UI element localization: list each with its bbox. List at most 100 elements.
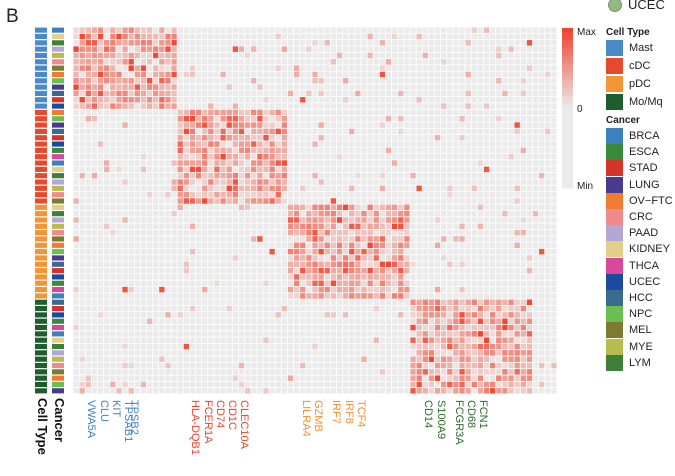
heatmap-cell xyxy=(300,103,306,109)
heatmap-cell xyxy=(287,78,294,84)
heatmap-cell xyxy=(238,115,245,122)
heatmap-cell xyxy=(238,369,245,375)
heatmap-cell xyxy=(140,331,147,337)
heatmap-cell xyxy=(159,134,165,141)
heatmap-cell xyxy=(202,141,208,147)
heatmap-cell xyxy=(79,267,85,274)
heatmap-cell xyxy=(336,172,343,179)
heatmap-cell xyxy=(539,388,545,394)
heatmap-cell xyxy=(404,122,410,128)
heatmap-cell xyxy=(349,223,355,230)
heatmap-cell xyxy=(159,293,165,299)
heatmap-cell xyxy=(532,109,539,116)
heatmap-cell xyxy=(422,27,428,33)
heatmap-cell xyxy=(275,217,281,223)
heatmap-cell xyxy=(336,40,343,46)
heatmap-cell xyxy=(159,248,165,255)
scale-step xyxy=(562,104,573,109)
heatmap-cell xyxy=(526,90,533,97)
heatmap-cell xyxy=(404,381,410,388)
heatmap-cell xyxy=(410,103,416,109)
heatmap-cell xyxy=(483,343,490,350)
heatmap-cell xyxy=(208,356,214,362)
heatmap-cell xyxy=(287,293,294,299)
heatmap-cell xyxy=(110,103,116,109)
heatmap-cell xyxy=(183,248,190,255)
heatmap-cell xyxy=(447,267,453,274)
heatmap-cell xyxy=(257,267,263,274)
heatmap-cell xyxy=(422,97,428,103)
heatmap-cell xyxy=(520,223,526,230)
heatmap-cell xyxy=(404,179,410,185)
heatmap-cell xyxy=(85,52,91,59)
heatmap-cell xyxy=(195,267,202,274)
heatmap-cell xyxy=(428,375,435,381)
heatmap-cell xyxy=(428,223,435,230)
heatmap-cell xyxy=(318,40,324,46)
heatmap-cell xyxy=(453,191,459,198)
heatmap-cell xyxy=(398,109,404,116)
heatmap-cell xyxy=(385,217,392,223)
heatmap-cell xyxy=(165,210,171,217)
heatmap-cell xyxy=(342,172,349,179)
heatmap-cell xyxy=(349,286,355,293)
heatmap-cell xyxy=(502,236,508,242)
heatmap-cell xyxy=(134,166,140,173)
heatmap-cell xyxy=(293,236,300,242)
heatmap-cell xyxy=(232,324,239,331)
heatmap-cell xyxy=(459,115,465,122)
heatmap-cell xyxy=(532,103,539,109)
heatmap-cell xyxy=(128,261,134,268)
heatmap-cell xyxy=(398,318,404,324)
heatmap-cell xyxy=(238,362,245,369)
heatmap-cell xyxy=(110,381,116,388)
heatmap-cell xyxy=(434,223,441,230)
heatmap-cell xyxy=(183,381,190,388)
heatmap-cell xyxy=(373,166,379,173)
heatmap-cell xyxy=(330,141,337,147)
heatmap-cell xyxy=(189,229,196,236)
heatmap-cell xyxy=(330,388,337,394)
heatmap-cell xyxy=(404,305,410,312)
heatmap-cell xyxy=(490,71,496,78)
heatmap-cell xyxy=(459,324,465,331)
heatmap-cell xyxy=(490,312,496,318)
heatmap-cell xyxy=(416,122,422,128)
heatmap-cell xyxy=(214,331,220,337)
heatmap-cell xyxy=(122,153,128,160)
heatmap-cell xyxy=(208,223,214,230)
heatmap-cell xyxy=(490,375,496,381)
heatmap-cell xyxy=(410,97,416,103)
heatmap-cell xyxy=(361,248,367,255)
cancer-annotation-cell xyxy=(52,27,64,33)
heatmap-cell xyxy=(508,160,514,166)
heatmap-cell xyxy=(195,293,202,299)
heatmap-cell xyxy=(189,153,196,160)
cancer-annotation-cell xyxy=(52,141,64,147)
legend-item: ESCA xyxy=(606,144,659,161)
heatmap-cell xyxy=(91,274,98,280)
heatmap-cell xyxy=(244,362,251,369)
heatmap-cell xyxy=(447,299,453,306)
heatmap-cell xyxy=(453,27,459,33)
heatmap-cell xyxy=(526,299,533,306)
heatmap-cell xyxy=(189,122,196,128)
heatmap-cell xyxy=(153,210,159,217)
heatmap-cell xyxy=(226,59,232,65)
heatmap-cell xyxy=(232,318,239,324)
heatmap-cell xyxy=(269,242,275,249)
heatmap-cell xyxy=(300,331,306,337)
heatmap-cell xyxy=(434,27,441,33)
heatmap-cell xyxy=(324,33,330,40)
heatmap-cell xyxy=(269,90,275,97)
heatmap-cell xyxy=(281,223,288,230)
heatmap-cell xyxy=(385,362,392,369)
heatmap-cell xyxy=(330,248,337,255)
heatmap-cell xyxy=(355,375,361,381)
heatmap-cell xyxy=(116,305,122,312)
heatmap-cell xyxy=(171,78,177,84)
heatmap-cell xyxy=(342,90,349,97)
heatmap-cell xyxy=(373,153,379,160)
heatmap-cell xyxy=(134,204,140,211)
heatmap-cell xyxy=(110,153,116,160)
